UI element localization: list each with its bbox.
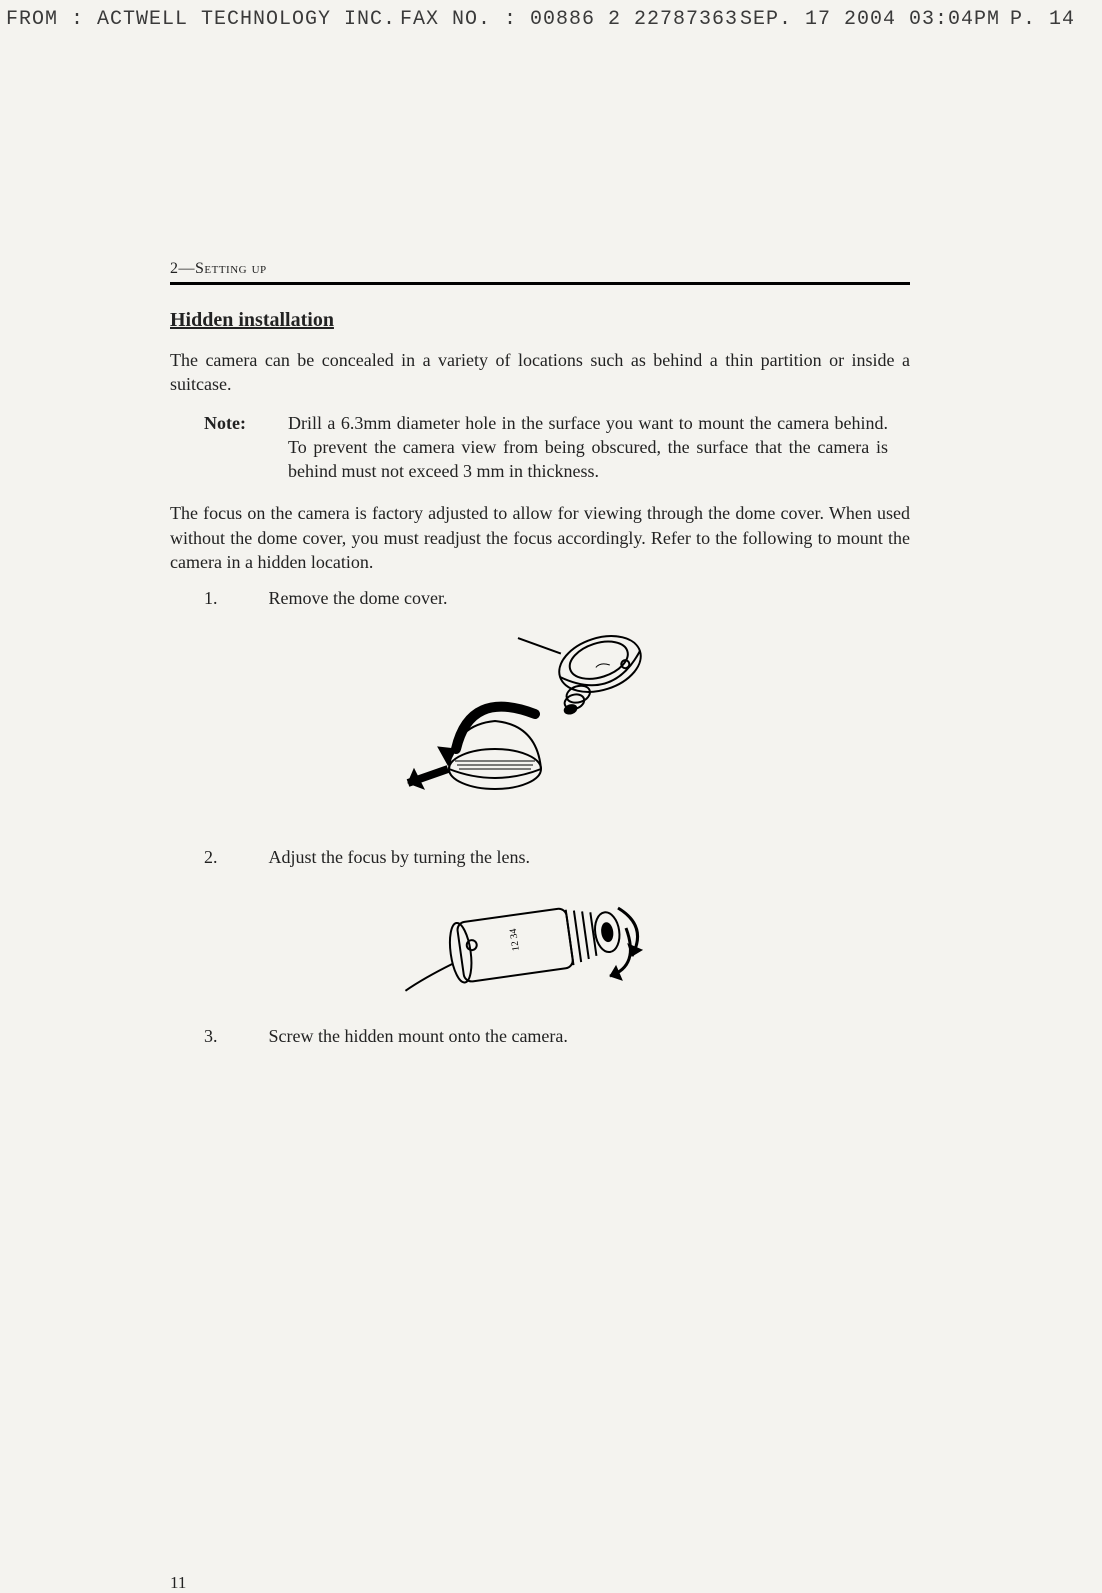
fax-page: P. 14 <box>1010 8 1075 31</box>
heading-hidden-installation: Hidden installation <box>170 309 910 332</box>
step-1: 1. Remove the dome cover. <box>204 588 910 609</box>
svg-text:12 34: 12 34 <box>508 928 522 952</box>
intro-paragraph: The camera can be concealed in a variety… <box>170 348 910 397</box>
page-number: 11 <box>170 1573 186 1593</box>
step-3-number: 3. <box>204 1026 264 1047</box>
step-2-number: 2. <box>204 847 264 868</box>
section-rule <box>170 282 910 285</box>
step-2: 2. Adjust the focus by turning the lens. <box>204 847 910 868</box>
step-1-text: Remove the dome cover. <box>269 588 448 609</box>
note-label: Note: <box>204 411 288 435</box>
step-1-number: 1. <box>204 588 264 609</box>
step-3-text: Screw the hidden mount onto the camera. <box>269 1026 568 1047</box>
focus-paragraph: The focus on the camera is factory adjus… <box>170 501 910 574</box>
fax-date: SEP. 17 2004 03:04PM <box>740 8 1000 31</box>
fax-number: FAX NO. : 00886 2 22787363 <box>400 8 738 31</box>
fax-from: FROM : ACTWELL TECHNOLOGY INC. <box>6 8 396 31</box>
note-block: Note:Drill a 6.3mm diameter hole in the … <box>204 411 910 484</box>
note-text: Drill a 6.3mm diameter hole in the surfa… <box>288 411 888 484</box>
page-body: 2—Setting up Hidden installation The cam… <box>170 260 910 1053</box>
section-label: 2—Setting up <box>170 260 910 278</box>
figure-remove-dome <box>360 619 720 829</box>
step-3: 3. Screw the hidden mount onto the camer… <box>204 1026 910 1047</box>
step-2-text: Adjust the focus by turning the lens. <box>269 847 530 868</box>
figure-adjust-focus: 12 34 <box>380 878 700 1008</box>
